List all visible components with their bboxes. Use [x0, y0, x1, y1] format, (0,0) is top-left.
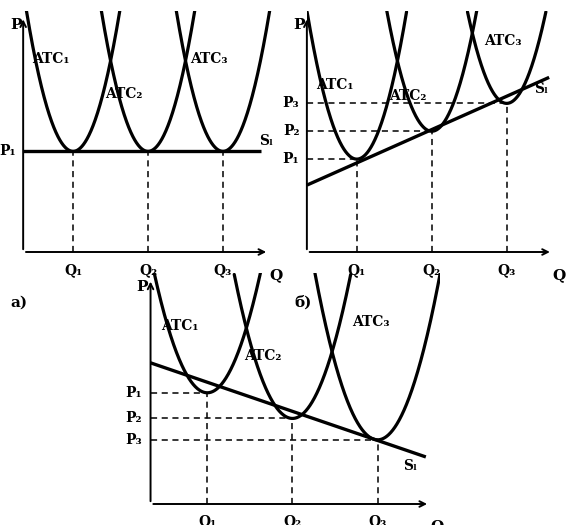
Text: ATC₃: ATC₃: [484, 34, 522, 48]
Text: а): а): [10, 296, 28, 309]
Text: P₃: P₃: [126, 433, 142, 447]
Text: Q₁: Q₁: [348, 263, 366, 277]
Text: ATC₁: ATC₁: [32, 52, 69, 66]
Text: P: P: [136, 280, 148, 294]
Text: ATC₁: ATC₁: [161, 319, 198, 333]
Text: Q₃: Q₃: [497, 263, 516, 277]
Text: Sₗ: Sₗ: [259, 134, 273, 148]
Text: ATC₂: ATC₂: [389, 89, 427, 103]
Text: б): б): [294, 296, 312, 310]
Text: ATC₂: ATC₂: [105, 87, 143, 101]
Text: P₁: P₁: [0, 144, 16, 159]
Text: ATC₁: ATC₁: [316, 78, 353, 92]
Text: Q: Q: [269, 268, 282, 282]
Text: P: P: [294, 18, 305, 32]
Text: P: P: [10, 18, 21, 32]
Text: Q₂: Q₂: [283, 514, 302, 525]
Text: P₃: P₃: [283, 97, 299, 110]
Text: Q₂: Q₂: [139, 263, 157, 277]
Text: P₁: P₁: [283, 152, 299, 166]
Text: ATC₃: ATC₃: [190, 52, 228, 66]
Text: Q₃: Q₃: [368, 514, 387, 525]
Text: ATC₂: ATC₂: [244, 349, 281, 363]
Text: ATC₃: ATC₃: [352, 314, 390, 329]
Text: Q: Q: [553, 268, 566, 282]
Text: Sₗ: Sₗ: [534, 82, 548, 97]
Text: Q₁: Q₁: [64, 263, 82, 277]
Text: Q₁: Q₁: [198, 514, 217, 525]
Text: Q₃: Q₃: [214, 263, 232, 277]
Text: P₂: P₂: [126, 412, 142, 425]
Text: Q₂: Q₂: [423, 263, 441, 277]
Text: P₁: P₁: [126, 386, 142, 400]
Text: Sₗ: Sₗ: [403, 458, 417, 472]
Text: P₂: P₂: [283, 124, 299, 138]
Text: Q: Q: [430, 519, 443, 525]
